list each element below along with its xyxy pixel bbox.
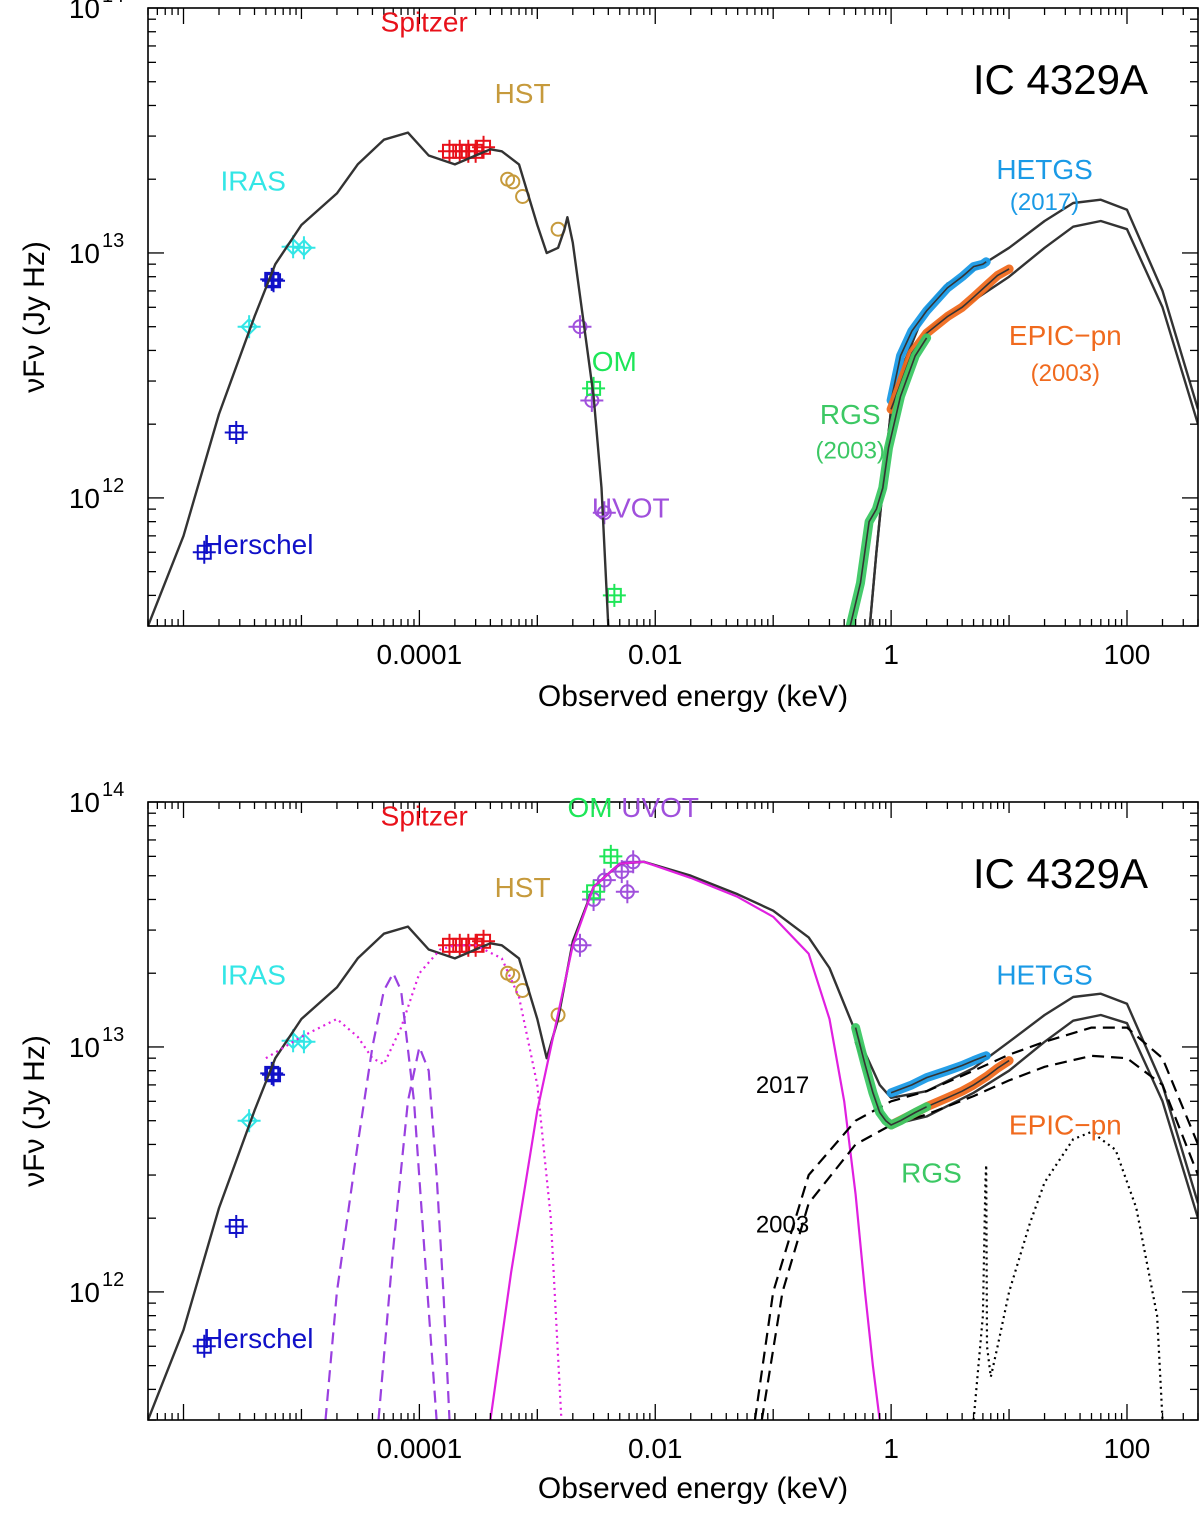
panel-bottom-series-hst-point: [505, 968, 521, 984]
panel-bottom-title: IC 4329A: [973, 850, 1148, 897]
panel-top-y-tick-label-exp: 13: [102, 230, 124, 252]
panel-bottom-x-tick-label: 1: [883, 1433, 899, 1464]
panel-top-series-iras-point: [292, 236, 316, 260]
panel-bottom-y-tick-label-exp: 14: [102, 779, 124, 801]
panel-bottom-y-tick-label-exp: 13: [102, 1024, 124, 1046]
panel-bottom-label-hetgs: HETGS: [996, 959, 1092, 990]
panel-top-label-2003: (2003): [1031, 360, 1100, 387]
panel-bottom-label-2017: 2017: [756, 1072, 809, 1099]
panel-bottom-series-power-law-2003-dashed-line: [760, 1054, 1198, 1420]
panel-top-series-hst-circle: [505, 174, 521, 190]
panel-bottom-series-rgs-line: [854, 1027, 927, 1126]
panel-bottom-label-uvot: UVOT: [621, 792, 699, 823]
panel-bottom-series-om-point: [582, 880, 606, 904]
panel-top-series-hetgs-line: [890, 261, 987, 401]
panel-bottom-label-iras: IRAS: [221, 959, 286, 990]
panel-bottom-series-disc-magenta-line: [489, 860, 881, 1420]
panel-top-series-uvot-point: [568, 315, 592, 339]
panel-top-x-axis-title: Observed energy (keV): [538, 680, 848, 713]
panel-bottom-series-herschel-point: [192, 1334, 216, 1358]
panel-top-series-herschel-point: [224, 420, 248, 444]
panel-bottom-x-tick-label: 100: [1104, 1433, 1151, 1464]
panel-bottom-series-reflection-dotted-black-line: [972, 1130, 1164, 1420]
panel-top-x-tick-label: 1: [883, 639, 899, 670]
panel-bottom-series-uvot-point: [615, 880, 639, 904]
panel-top-label-2017: (2017): [1010, 189, 1079, 216]
panel-top-y-tick-label-exp: 14: [102, 0, 124, 7]
panel-bottom-label-rgs: RGS: [901, 1157, 962, 1188]
panel-bottom-series-rgs-band: [851, 1023, 932, 1130]
panel-top-series-hst-point: [505, 174, 521, 190]
panel-top-label-hetgs: HETGS: [996, 154, 1092, 185]
panel-top-label-om: OM: [592, 346, 637, 377]
panel-top-y-tick-label-base: 10: [69, 0, 100, 24]
panel-bottom-label-spitzer: Spitzer: [381, 801, 468, 832]
panel-bottom-series-hetgs-line: [890, 1055, 987, 1094]
panel-bottom-label-om: OM: [567, 792, 612, 823]
panel-bottom-series-herschel-point: [262, 1063, 286, 1087]
panel-bottom-series-dust-component-2-purple-dashed-line: [377, 1045, 451, 1420]
panel-bottom-y-tick-label-base: 10: [69, 1032, 100, 1063]
panel-bottom-label-epic-pn: EPIC−pn: [1009, 1109, 1122, 1140]
panel-top-y-tick-label-base: 10: [69, 483, 100, 514]
panel-top-y-tick-label-base: 10: [69, 238, 100, 269]
panel-bottom-series-iras-point: [292, 1030, 316, 1054]
panel-top-series-uvot-point: [592, 501, 616, 525]
panel-bottom-series-uvot-point: [592, 868, 616, 892]
panel-bottom-y-tick-label-base: 10: [69, 787, 100, 818]
panel-top-series-rgs-line: [849, 337, 928, 626]
panel-top-y-tick-label-exp: 12: [102, 475, 124, 497]
panel-bottom-label-hst: HST: [495, 872, 551, 903]
panel-top-label-uvot: UVOT: [592, 493, 670, 524]
panel-top-series-model-2017-line: [148, 131, 610, 626]
panel-bottom-y-tick-label-exp: 12: [102, 1269, 124, 1291]
panel-top-series-rgs-band: [845, 333, 932, 626]
panel-top-label-hst: HST: [495, 78, 551, 109]
panel-top-title: IC 4329A: [973, 56, 1148, 103]
panel-top-series-herschel-point: [262, 269, 286, 293]
panel-top-label-rgs: RGS: [820, 399, 881, 430]
panel-top-plot-area: [148, 131, 1198, 626]
panel-bottom-x-axis-title: Observed energy (keV): [538, 1472, 848, 1505]
panel-bottom-x-tick-label: 0.01: [628, 1433, 683, 1464]
panel-top-series-spitzer-point: [472, 135, 496, 159]
panel-top-y-axis-title: νFν (Jy Hz): [18, 241, 51, 393]
panel-bottom-axes-frame: [147, 801, 1199, 1421]
panel-top-label-herschel: Herschel: [203, 529, 313, 560]
panel-top-label-epic-pn: EPIC−pn: [1009, 320, 1122, 351]
panel-bottom-label-2003: 2003: [756, 1211, 809, 1238]
panel-bottom-series-dust-component-1-purple-dashed-line: [324, 972, 438, 1420]
panel-top-label-spitzer: Spitzer: [381, 7, 468, 38]
panel-bottom-y-tick-label-base: 10: [69, 1277, 100, 1308]
panel-top-axes-frame: [147, 7, 1199, 627]
panel-top-label-iras: IRAS: [221, 165, 286, 196]
panel-top-series-x-ray-model-2017-line: [868, 198, 1198, 626]
panel-bottom-series-power-law-2017-dashed-line: [753, 1026, 1198, 1420]
panel-top-series-x-ray-model-2003-line: [868, 219, 1198, 626]
panel-bottom-x-tick-label: 0.0001: [377, 1433, 463, 1464]
panel-bottom-series-spitzer-point: [472, 929, 496, 953]
panel-top-x-tick-label: 100: [1104, 639, 1151, 670]
panel-top-label-2003: (2003): [816, 437, 885, 464]
panel-top-x-tick-label: 0.0001: [377, 639, 463, 670]
panel-bottom-series-herschel-point: [224, 1214, 248, 1238]
panel-bottom-series-om-point: [599, 844, 623, 868]
panel-top-series-herschel-point: [192, 540, 216, 564]
panel-top-x-tick-label: 0.01: [628, 639, 683, 670]
panel-bottom-series-hst-circle: [505, 968, 521, 984]
panel-bottom-y-axis-title: νFν (Jy Hz): [18, 1035, 51, 1187]
panel-bottom-plot-area: [148, 844, 1198, 1420]
panel-bottom-label-herschel: Herschel: [203, 1323, 313, 1354]
